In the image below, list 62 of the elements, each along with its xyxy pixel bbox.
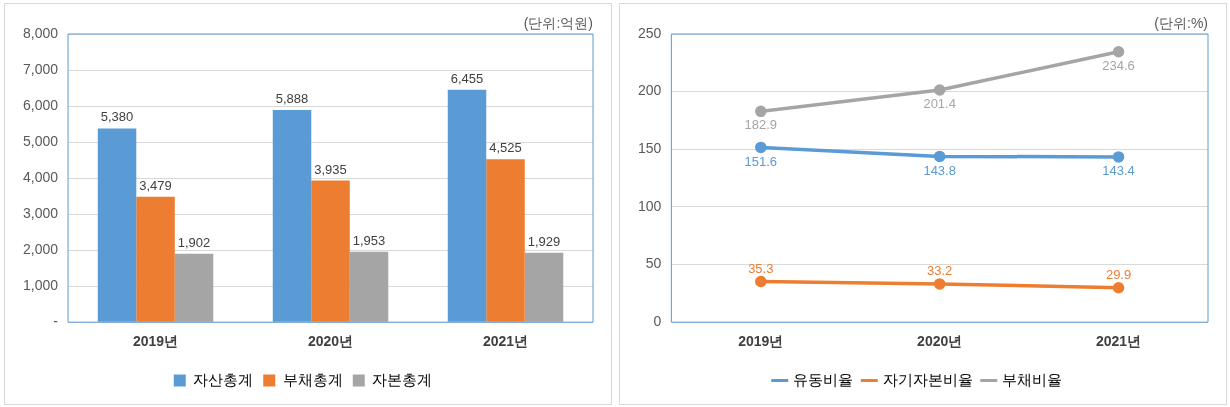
- data-label: 29.9: [1105, 266, 1132, 282]
- y-tick-label: -: [53, 313, 59, 330]
- bar: [311, 180, 350, 322]
- x-tick-label: 2019년: [132, 333, 179, 350]
- x-tick-label: 2021년: [1095, 333, 1142, 350]
- point: [755, 105, 767, 118]
- data-label: 3,935: [314, 161, 347, 177]
- y-tick-label: 150: [638, 140, 662, 157]
- bar: [524, 252, 564, 322]
- point: [933, 150, 946, 163]
- legend-label: 부채총계: [282, 370, 343, 388]
- point: [933, 278, 946, 290]
- data-label: 4,525: [489, 140, 522, 156]
- x-tick-label: 2019년: [738, 333, 784, 350]
- y-tick-label: 4,000: [22, 168, 59, 185]
- bar: [174, 253, 214, 322]
- bar: [136, 196, 175, 322]
- data-label: 182.9: [744, 117, 778, 133]
- y-tick-label: 100: [638, 197, 662, 214]
- y-tick-label: 3,000: [22, 204, 59, 221]
- legend-label: 부채비율: [1002, 370, 1063, 388]
- y-tick-label: 6,000: [22, 96, 59, 113]
- legend-label: 자기자본비율: [882, 370, 973, 388]
- y-tick-label: 2,000: [22, 241, 59, 258]
- x-tick-label: 2021년: [482, 333, 529, 350]
- y-tick-label: 250: [638, 24, 662, 41]
- y-tick-label: 5,000: [22, 132, 59, 149]
- data-label: 5,888: [275, 91, 309, 107]
- data-label: 3,479: [139, 177, 172, 193]
- legend-label: 자산총계: [193, 370, 254, 388]
- data-label: 143.4: [1102, 162, 1135, 178]
- point: [1112, 281, 1125, 294]
- legend-label: 유동비율: [793, 370, 854, 388]
- y-tick-label: 200: [638, 82, 662, 99]
- data-label: 234.6: [1102, 57, 1135, 73]
- y-tick-label: 50: [645, 255, 662, 272]
- point: [1112, 46, 1125, 58]
- data-label: 1,929: [527, 233, 561, 249]
- data-label: 33.2: [927, 263, 953, 279]
- y-tick-label: 1,000: [22, 277, 59, 294]
- data-label: 201.4: [923, 96, 956, 112]
- point: [755, 141, 767, 154]
- legend-label: 자본총계: [372, 370, 433, 388]
- data-label: 143.8: [923, 162, 956, 178]
- data-label: 151.6: [744, 153, 778, 169]
- data-label: 35.3: [748, 260, 774, 276]
- text: (단위:%): [1154, 14, 1208, 31]
- data-label: 5,380: [100, 109, 134, 125]
- point: [933, 84, 946, 96]
- text: (단위:억원): [523, 14, 593, 31]
- y-tick-label: 0: [653, 313, 662, 330]
- data-label: 1,902: [177, 234, 211, 250]
- x-tick-label: 2020년: [917, 333, 963, 350]
- x-tick-label: 2020년: [307, 333, 354, 350]
- data-label: 6,455: [450, 70, 484, 86]
- point: [1112, 151, 1125, 163]
- point: [755, 275, 767, 288]
- bar: [486, 159, 525, 322]
- data-label: 1,953: [352, 232, 386, 248]
- y-tick-label: 8,000: [22, 24, 59, 41]
- y-tick-label: 7,000: [22, 60, 59, 77]
- bar: [349, 251, 389, 322]
